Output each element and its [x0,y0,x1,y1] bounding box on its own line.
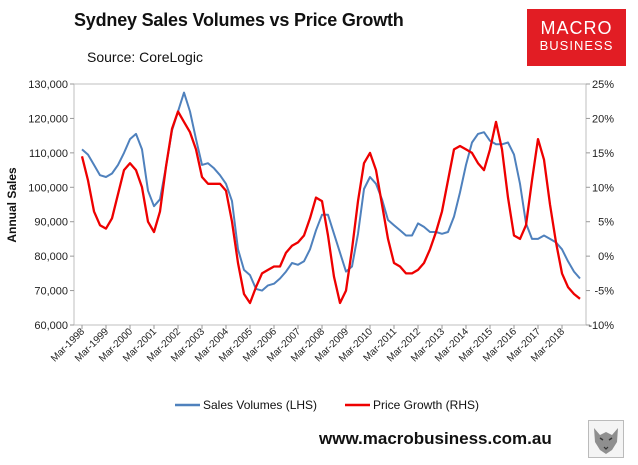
legend: Sales Volumes (LHS) Price Growth (RHS) [175,398,479,412]
y-right-tick-label: 5% [598,217,614,229]
series-line-price-growth [80,110,581,305]
y-axis-left: 60,000 70,000 80,000 90,000 100,000 110,000 12… [28,79,74,332]
chart-title: Sydney Sales Volumes vs Price Growth [74,10,404,30]
legend-label-sales: Sales Volumes (LHS) [203,398,317,412]
wolf-logo-icon [588,420,624,458]
y-left-tick-label: 100,000 [28,182,68,194]
y-right-tick-label: 20% [592,113,614,125]
macrobusiness-logo: MACRO BUSINESS [527,9,626,66]
logo-text-bottom: BUSINESS [539,38,614,53]
plot-border [73,83,587,326]
y-left-tick-label: 130,000 [28,79,68,91]
y-right-tick-label: 15% [592,148,614,160]
series-layer [80,91,581,305]
y-left-tick-label: 110,000 [29,148,68,160]
plot-area [73,83,587,326]
y-left-tick-label: 80,000 [34,251,68,263]
y-right-tick-label: -5% [594,286,614,298]
legend-label-price: Price Growth (RHS) [373,398,479,412]
x-axis: Mar-1998Mar-1999Mar-2000Mar-2001Mar-2002… [49,325,567,364]
y-right-tick-label: 25% [592,79,614,91]
y-right-tick-label: 10% [592,182,614,194]
website-url: www.macrobusiness.com.au [319,429,552,448]
chart-source: Source: CoreLogic [87,49,203,65]
y-right-tick-label: -10% [588,320,614,332]
y-left-tick-label: 60,000 [34,320,68,332]
y-left-tick-label: 70,000 [34,286,68,298]
line-chart: 60,000 70,000 80,000 90,000 100,000 110,000 12… [5,79,614,412]
y-left-tick-label: 120,000 [28,113,68,125]
y-left-tick-label: 90,000 [34,217,68,229]
y-right-tick-label: 0% [598,251,614,263]
logo-text-top: MACRO [540,18,613,38]
y-axis-label: Annual Sales [5,167,19,243]
y-axis-right: -10% -5% 0% 5% 10% 15% 20% 25% [586,79,614,332]
